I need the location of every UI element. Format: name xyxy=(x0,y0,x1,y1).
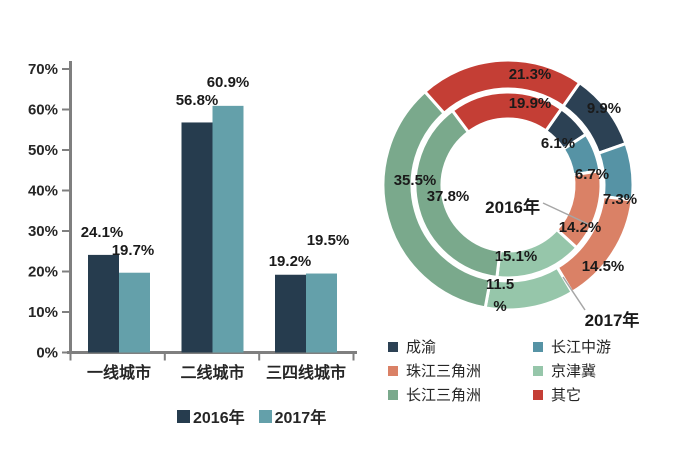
donut-value-label: 6.1% xyxy=(541,135,575,152)
legend-label: 珠江三角洲 xyxy=(406,363,482,380)
bar-chart: 0% 10% 20% 30% 40% 50% 60% 70% 一线城市 二线城市 三四线城市 24.1… xyxy=(28,61,357,382)
legend-color-chip xyxy=(533,365,543,376)
donut-slice-2017年-其它 xyxy=(422,58,582,116)
legend-label: 成渝 xyxy=(406,339,437,356)
donut-legend-item-chengyu: 成渝 xyxy=(388,337,533,356)
donut-value-label: 21.3% xyxy=(509,66,552,83)
bar-2017年-一线城市 xyxy=(119,272,150,353)
legend-color-chip xyxy=(533,341,543,352)
bar-value-label: 60.9% xyxy=(207,74,250,91)
bar-2017年-二线城市 xyxy=(212,105,244,353)
donut-ring-year-label-2016: 2016年 xyxy=(485,197,540,217)
donut-value-label: 35.5% xyxy=(394,172,437,189)
bar-2016年-二线城市 xyxy=(181,122,213,353)
legend-label: 京津冀 xyxy=(551,363,597,380)
y-axis-tick-label: 10% xyxy=(28,304,58,321)
x-axis-category-label: 二线城市 xyxy=(180,363,244,382)
legend-color-chip xyxy=(388,365,398,376)
bar-chart-legend: 2016年 2017年 xyxy=(177,404,326,428)
donut-legend-item-zhujiangsanjiaozhou: 珠江三角洲 xyxy=(388,361,533,380)
donut-value-label: 9.9% xyxy=(587,100,621,117)
callout-line-2016 xyxy=(542,202,589,225)
y-axis-tick-label: 70% xyxy=(28,61,58,78)
bar-2016年-三四线城市 xyxy=(275,274,306,353)
donut-value-label-suffix: % xyxy=(493,298,506,315)
y-axis-tick-label: 20% xyxy=(28,264,58,281)
bar-2016年-一线城市 xyxy=(88,254,119,353)
donut-value-label: 15.1% xyxy=(495,248,538,265)
donut-value-label: 6.7% xyxy=(575,166,609,183)
legend-color-chip xyxy=(388,389,398,400)
bar-value-label: 56.8% xyxy=(176,92,219,109)
bar-2017年-三四线城市 xyxy=(306,273,337,353)
donut-value-label: 14.5% xyxy=(582,258,625,275)
y-axis-tick-label: 40% xyxy=(28,183,58,200)
donut-value-label: 19.9% xyxy=(509,95,552,112)
legend-color-chip xyxy=(177,409,190,423)
donut-slice-2016年-其它 xyxy=(450,90,564,135)
y-axis-tick-label: 30% xyxy=(28,223,58,240)
callout-line-2017 xyxy=(562,276,586,311)
legend-color-chip xyxy=(533,389,543,400)
donut-ring-year-label-2017: 2017年 xyxy=(585,310,640,330)
bar-value-label: 24.1% xyxy=(81,224,124,241)
donut-legend-item-jingjinji: 京津冀 xyxy=(533,361,611,380)
x-axis-category-label: 三四线城市 xyxy=(266,363,346,382)
donut-legend-item-changjiangsanjiaozhou: 长江三角洲 xyxy=(388,385,533,404)
bar-value-label: 19.2% xyxy=(269,253,312,270)
y-axis-tick-label: 60% xyxy=(28,102,58,119)
donut-value-label: 14.2% xyxy=(559,219,602,236)
donut-value-label: 37.8% xyxy=(427,188,470,205)
legend-label: 2016年 xyxy=(193,410,245,427)
legend-color-chip xyxy=(258,409,272,423)
donut-legend-item-changjiangzhongyou: 长江中游 xyxy=(533,337,611,356)
y-axis-tick-label: 50% xyxy=(28,142,58,159)
donut-chart: 6.1%6.7% 14.2% 15.1% 37.8% 19.9% 9.9% 7.3% 14.5… xyxy=(381,58,640,330)
x-axis-category-label: 一线城市 xyxy=(87,363,151,382)
legend-label: 其它 xyxy=(551,387,582,404)
donut-value-label: 11.5 xyxy=(486,276,514,293)
legend-color-chip xyxy=(388,341,398,352)
donut-chart-legend: 成渝 长江中游 珠江三角洲 京津冀 长江三角洲 其它 xyxy=(388,337,611,404)
bar-value-label: 19.7% xyxy=(112,242,155,259)
bar-legend-item-2016: 2016年 xyxy=(177,404,245,428)
bar-value-label: 19.5% xyxy=(307,232,350,249)
legend-label: 长江中游 xyxy=(551,339,612,356)
donut-value-label: 7.3% xyxy=(603,191,637,208)
y-axis-tick-label: 0% xyxy=(36,345,58,362)
legend-label: 长江三角洲 xyxy=(406,387,482,404)
bar-legend-item-2017: 2017年 xyxy=(258,404,327,428)
donut-legend-item-qita: 其它 xyxy=(533,385,611,404)
legend-label: 2017年 xyxy=(274,410,327,427)
